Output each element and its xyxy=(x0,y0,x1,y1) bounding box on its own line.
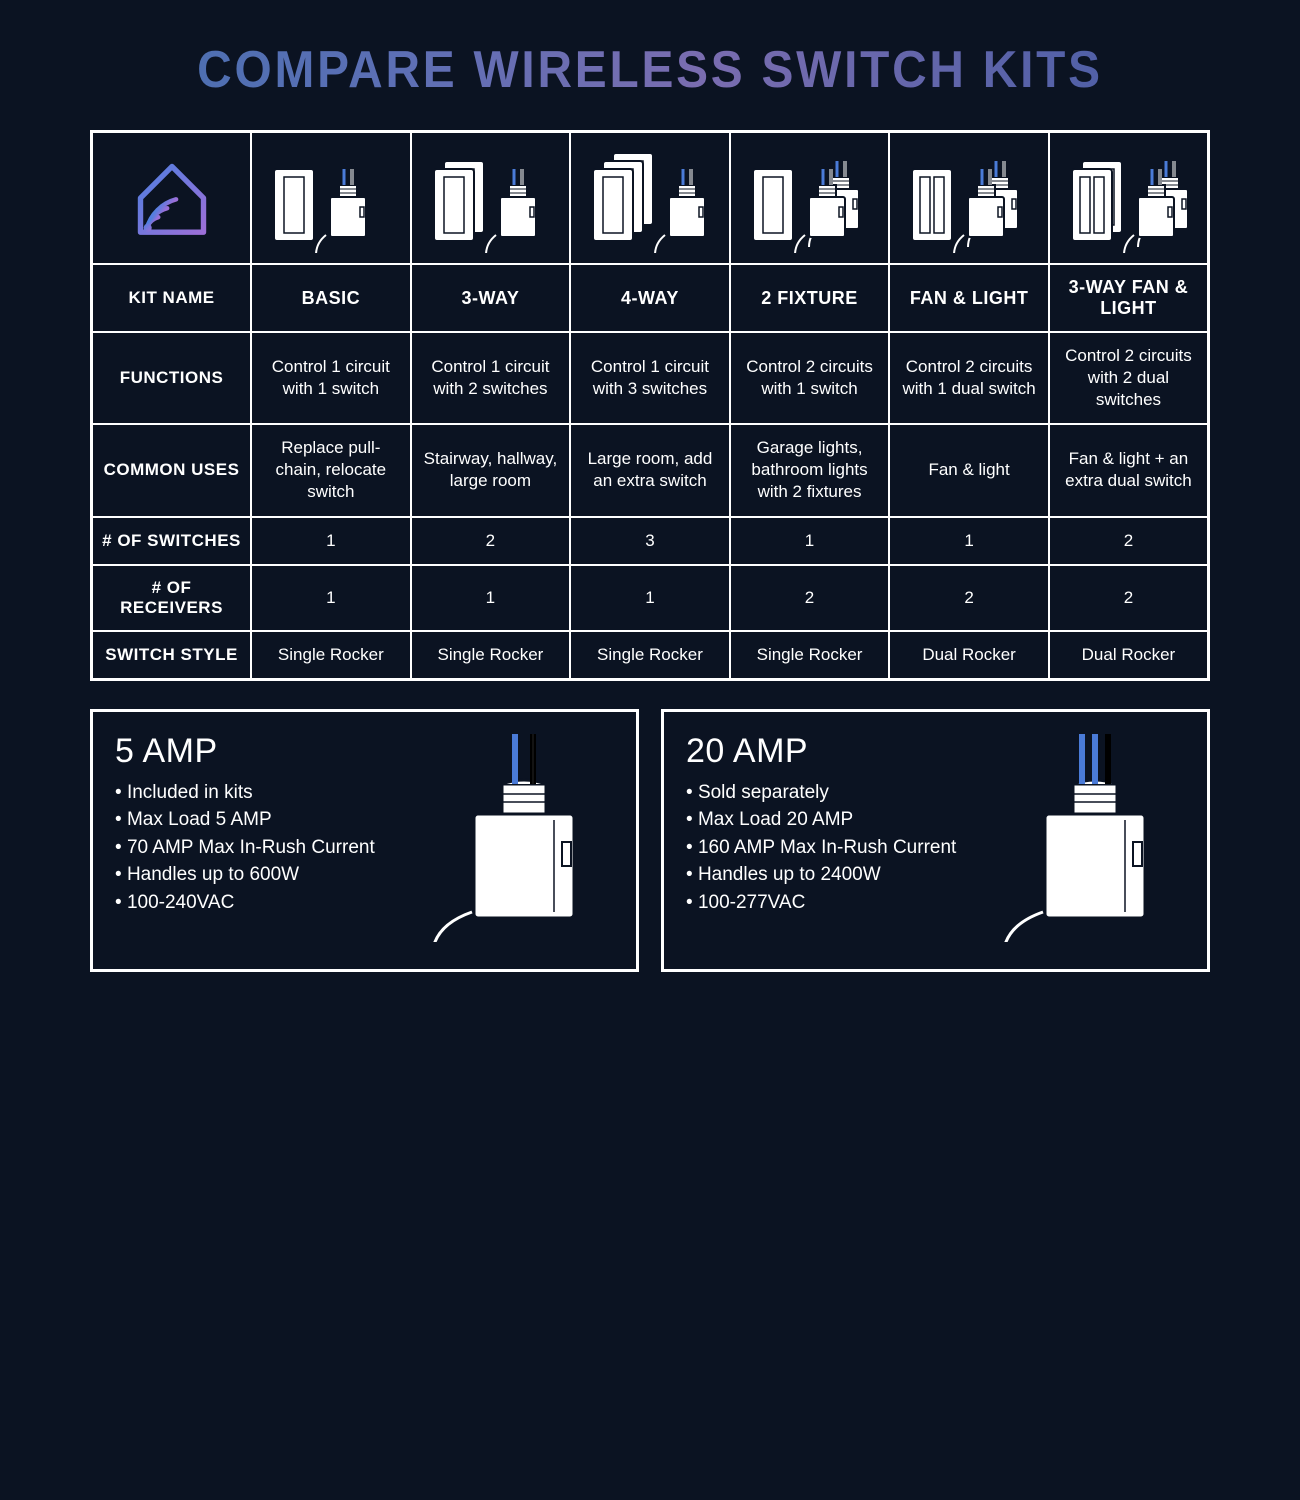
cell: Fan & light + an extra dual switch xyxy=(1049,424,1209,516)
cell: Single Rocker xyxy=(570,631,730,680)
row-label: SWITCH STYLE xyxy=(92,631,252,680)
cell: 1 xyxy=(251,517,411,565)
cell: Single Rocker xyxy=(730,631,890,680)
cell: 1 xyxy=(730,517,890,565)
cell: Control 1 circuit with 2 switches xyxy=(411,332,571,424)
row-label: FUNCTIONS xyxy=(92,332,252,424)
receiver-icon xyxy=(414,732,614,947)
row-common-uses: COMMON USES Replace pull-chain, relocate… xyxy=(92,424,1209,516)
amp-bullet: Sold separately xyxy=(686,779,971,807)
product-image-basic xyxy=(251,132,411,265)
cell: 3 xyxy=(570,517,730,565)
cell: 2 xyxy=(730,565,890,631)
amp-bullets: Included in kits Max Load 5 AMP 70 AMP M… xyxy=(115,779,400,917)
amp-row: 5 AMP Included in kits Max Load 5 AMP 70… xyxy=(90,709,1210,972)
house-wifi-icon xyxy=(92,132,252,265)
product-image-3way xyxy=(411,132,571,265)
row-label: COMMON USES xyxy=(92,424,252,516)
amp-bullet: Included in kits xyxy=(115,779,400,807)
product-image-3wayfanlight xyxy=(1049,132,1209,265)
kit-name: 4-WAY xyxy=(570,264,730,332)
kit-name: 3-WAY FAN & LIGHT xyxy=(1049,264,1209,332)
cell: Control 2 circuits with 1 switch xyxy=(730,332,890,424)
row-label: KIT NAME xyxy=(92,264,252,332)
cell: Single Rocker xyxy=(251,631,411,680)
amp-bullet: Max Load 5 AMP xyxy=(115,806,400,834)
kit-name: FAN & LIGHT xyxy=(889,264,1049,332)
cell: Control 2 circuits with 1 dual switch xyxy=(889,332,1049,424)
cell: Dual Rocker xyxy=(889,631,1049,680)
amp-bullet: 100-240VAC xyxy=(115,889,400,917)
amp-bullet: Handles up to 2400W xyxy=(686,861,971,889)
cell: Stairway, hallway, large room xyxy=(411,424,571,516)
amp-box-20: 20 AMP Sold separately Max Load 20 AMP 1… xyxy=(661,709,1210,972)
product-image-row xyxy=(92,132,1209,265)
cell: 2 xyxy=(411,517,571,565)
row-switches: # OF SWITCHES 1 2 3 1 1 2 xyxy=(92,517,1209,565)
infographic-page: COMPARE WIRELESS SWITCH KITS xyxy=(90,40,1210,972)
amp-bullet: 70 AMP Max In-Rush Current xyxy=(115,834,400,862)
cell: Replace pull-chain, relocate switch xyxy=(251,424,411,516)
cell: Control 1 circuit with 3 switches xyxy=(570,332,730,424)
amp-bullet: Max Load 20 AMP xyxy=(686,806,971,834)
cell: 2 xyxy=(1049,565,1209,631)
cell: Large room, add an extra switch xyxy=(570,424,730,516)
cell: 1 xyxy=(411,565,571,631)
cell: 1 xyxy=(889,517,1049,565)
cell: Control 2 circuits with 2 dual switches xyxy=(1049,332,1209,424)
amp-bullet: 100-277VAC xyxy=(686,889,971,917)
page-title: COMPARE WIRELESS SWITCH KITS xyxy=(135,40,1165,100)
kit-name: 2 FIXTURE xyxy=(730,264,890,332)
row-receivers: # OF RECEIVERS 1 1 1 2 2 2 xyxy=(92,565,1209,631)
product-image-fanlight xyxy=(889,132,1049,265)
cell: 1 xyxy=(570,565,730,631)
row-kit-name: KIT NAME BASIC 3-WAY 4-WAY 2 FIXTURE FAN… xyxy=(92,264,1209,332)
row-label: # OF SWITCHES xyxy=(92,517,252,565)
amp-box-5: 5 AMP Included in kits Max Load 5 AMP 70… xyxy=(90,709,639,972)
cell: Control 1 circuit with 1 switch xyxy=(251,332,411,424)
kit-name: BASIC xyxy=(251,264,411,332)
cell: Fan & light xyxy=(889,424,1049,516)
amp-bullet: 160 AMP Max In-Rush Current xyxy=(686,834,971,862)
cell: 1 xyxy=(251,565,411,631)
product-image-4way xyxy=(570,132,730,265)
cell: Dual Rocker xyxy=(1049,631,1209,680)
product-image-2fixture xyxy=(730,132,890,265)
cell: 2 xyxy=(1049,517,1209,565)
amp-bullets: Sold separately Max Load 20 AMP 160 AMP … xyxy=(686,779,971,917)
comparison-table: KIT NAME BASIC 3-WAY 4-WAY 2 FIXTURE FAN… xyxy=(90,130,1210,681)
receiver-icon xyxy=(985,732,1185,947)
row-label: # OF RECEIVERS xyxy=(92,565,252,631)
kit-name: 3-WAY xyxy=(411,264,571,332)
cell: Single Rocker xyxy=(411,631,571,680)
row-functions: FUNCTIONS Control 1 circuit with 1 switc… xyxy=(92,332,1209,424)
amp-title: 5 AMP xyxy=(115,732,400,771)
cell: 2 xyxy=(889,565,1049,631)
row-switch-style: SWITCH STYLE Single Rocker Single Rocker… xyxy=(92,631,1209,680)
amp-title: 20 AMP xyxy=(686,732,971,771)
cell: Garage lights, bathroom lights with 2 fi… xyxy=(730,424,890,516)
amp-bullet: Handles up to 600W xyxy=(115,861,400,889)
